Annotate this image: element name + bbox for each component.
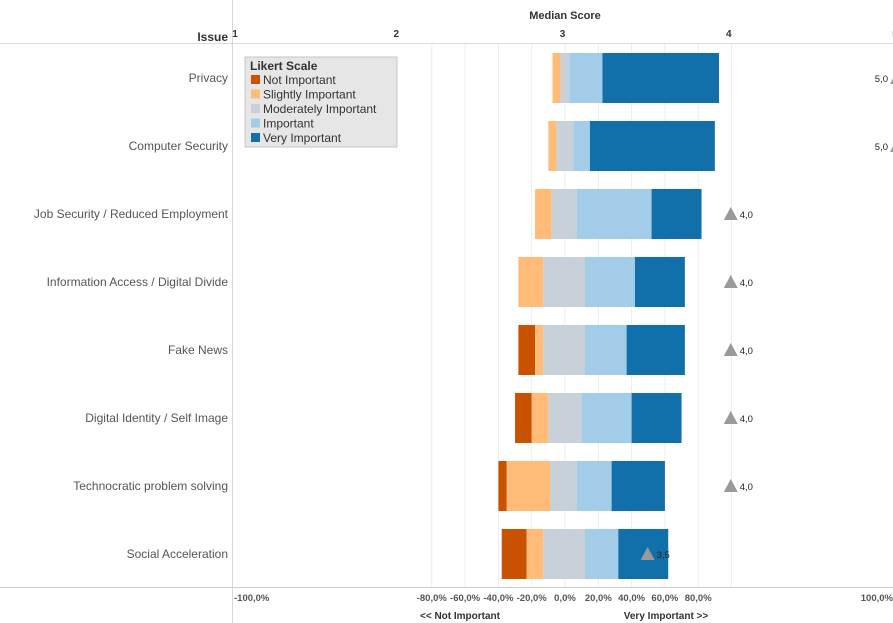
bar-technocratic-problem-solving-slightly-important bbox=[506, 461, 551, 511]
bar-privacy-very-important bbox=[602, 53, 720, 103]
x-tick-10: 100,0% bbox=[861, 593, 893, 604]
legend-swatch-very-important bbox=[251, 133, 260, 142]
bar-digital-identity-self-image-not-important bbox=[515, 393, 532, 443]
category-label-computer-security: Computer Security bbox=[129, 139, 228, 153]
row-header: Issue bbox=[197, 30, 228, 44]
bar-computer-security-slightly-important bbox=[548, 121, 557, 171]
median-marker-digital-identity-self-image bbox=[723, 411, 738, 424]
median-label-privacy: 5,0 bbox=[875, 74, 888, 85]
median-markers-layer: 5,0 5,0 4,0 4,0 4,0 4,0 4,0 3,5 bbox=[640, 74, 893, 561]
median-label-information-access-digital-divide: 4,0 bbox=[740, 278, 753, 289]
bottom-right-label: Very Important >> bbox=[624, 611, 709, 622]
bar-fake-news-not-important bbox=[518, 325, 536, 375]
bar-job-security-reduced-employment-important bbox=[576, 189, 652, 239]
bar-social-acceleration-slightly-important bbox=[526, 529, 544, 579]
legend-swatch-moderately-important bbox=[251, 104, 260, 113]
category-label-social-acceleration: Social Acceleration bbox=[127, 547, 228, 561]
bar-technocratic-problem-solving-moderately-important bbox=[550, 461, 577, 511]
bar-social-acceleration-important bbox=[584, 529, 619, 579]
median-marker-computer-security bbox=[890, 146, 893, 152]
bar-technocratic-problem-solving-very-important bbox=[611, 461, 665, 511]
legend-label-moderately-important: Moderately Important bbox=[263, 102, 377, 116]
bar-digital-identity-self-image-very-important bbox=[631, 393, 682, 443]
category-label-fake-news: Fake News bbox=[168, 343, 228, 357]
median-marker-job-security-reduced-employment bbox=[723, 207, 738, 220]
x-tick-0: -100,0% bbox=[234, 593, 270, 604]
bar-digital-identity-self-image-slightly-important bbox=[531, 393, 549, 443]
bar-fake-news-important bbox=[584, 325, 627, 375]
top-tick-2: 2 bbox=[393, 29, 399, 40]
category-label-privacy: Privacy bbox=[189, 71, 228, 85]
legend-swatch-slightly-important bbox=[251, 89, 260, 99]
median-marker-privacy bbox=[890, 78, 893, 84]
bar-fake-news-slightly-important bbox=[535, 325, 544, 375]
bar-job-security-reduced-employment-moderately-important bbox=[551, 189, 577, 239]
bar-computer-security-moderately-important bbox=[556, 121, 574, 171]
legend-label-not-important: Not Important bbox=[263, 73, 336, 87]
legend-swatch-not-important bbox=[251, 75, 260, 84]
legend-box bbox=[244, 56, 398, 148]
x-tick-3: -40,0% bbox=[483, 593, 514, 604]
bar-digital-identity-self-image-moderately-important bbox=[548, 393, 582, 443]
legend-swatch-important bbox=[251, 118, 260, 128]
median-marker-technocratic-problem-solving bbox=[723, 479, 738, 492]
category-label-technocratic-problem-solving: Technocratic problem solving bbox=[73, 479, 228, 493]
x-tick-5: 0,0% bbox=[554, 593, 576, 604]
bar-job-security-reduced-employment-slightly-important bbox=[535, 189, 552, 239]
top-axis-title: Median Score bbox=[529, 10, 601, 22]
median-marker-information-access-digital-divide bbox=[723, 275, 738, 288]
top-tick-4: 4 bbox=[726, 29, 732, 40]
median-marker-social-acceleration bbox=[640, 547, 655, 560]
top-tick-3: 3 bbox=[560, 29, 566, 40]
category-label-information-access-digital-divide: Information Access / Digital Divide bbox=[47, 275, 229, 289]
category-label-job-security-reduced-employment: Job Security / Reduced Employment bbox=[34, 207, 229, 221]
bar-fake-news-moderately-important bbox=[543, 325, 585, 375]
bottom-left-label: << Not Important bbox=[420, 611, 501, 622]
median-label-social-acceleration: 3,5 bbox=[657, 550, 670, 561]
bar-digital-identity-self-image-important bbox=[581, 393, 632, 443]
bars-layer bbox=[498, 53, 720, 579]
x-tick-6: 20,0% bbox=[585, 593, 612, 604]
median-label-digital-identity-self-image: 4,0 bbox=[740, 414, 753, 425]
median-label-job-security-reduced-employment: 4,0 bbox=[740, 210, 753, 221]
x-tick-7: 40,0% bbox=[618, 593, 645, 604]
median-marker-fake-news bbox=[723, 343, 738, 356]
bar-social-acceleration-not-important bbox=[501, 529, 527, 579]
x-tick-1: -80,0% bbox=[417, 593, 448, 604]
bar-information-access-digital-divide-important bbox=[584, 257, 635, 307]
median-label-technocratic-problem-solving: 4,0 bbox=[740, 482, 753, 493]
bar-social-acceleration-very-important bbox=[618, 529, 669, 579]
bar-privacy-important bbox=[569, 53, 603, 103]
bar-information-access-digital-divide-slightly-important bbox=[518, 257, 544, 307]
bar-privacy-slightly-important bbox=[552, 53, 561, 103]
x-tick-2: -60,0% bbox=[450, 593, 481, 604]
bar-technocratic-problem-solving-not-important bbox=[498, 461, 507, 511]
x-tick-8: 60,0% bbox=[651, 593, 678, 604]
bar-technocratic-problem-solving-important bbox=[576, 461, 612, 511]
bar-computer-security-important bbox=[573, 121, 590, 171]
top-tick-1: 1 bbox=[232, 29, 238, 40]
bar-computer-security-very-important bbox=[589, 121, 715, 171]
bar-information-access-digital-divide-very-important bbox=[634, 257, 685, 307]
legend-label-very-important: Very Important bbox=[263, 131, 342, 145]
category-label-digital-identity-self-image: Digital Identity / Self Image bbox=[85, 411, 228, 425]
x-tick-9: 80,0% bbox=[685, 593, 712, 604]
bar-social-acceleration-moderately-important bbox=[543, 529, 585, 579]
bar-job-security-reduced-employment-very-important bbox=[651, 189, 702, 239]
bar-information-access-digital-divide-moderately-important bbox=[543, 257, 585, 307]
x-tick-4: -20,0% bbox=[517, 593, 548, 604]
legend-label-slightly-important: Slightly Important bbox=[263, 88, 356, 102]
legend-title: Likert Scale bbox=[250, 59, 318, 73]
median-label-fake-news: 4,0 bbox=[740, 346, 753, 357]
bar-privacy-moderately-important bbox=[560, 53, 570, 103]
legend-label-important: Important bbox=[263, 117, 314, 131]
median-label-computer-security: 5,0 bbox=[875, 142, 888, 153]
bar-fake-news-very-important bbox=[626, 325, 685, 375]
